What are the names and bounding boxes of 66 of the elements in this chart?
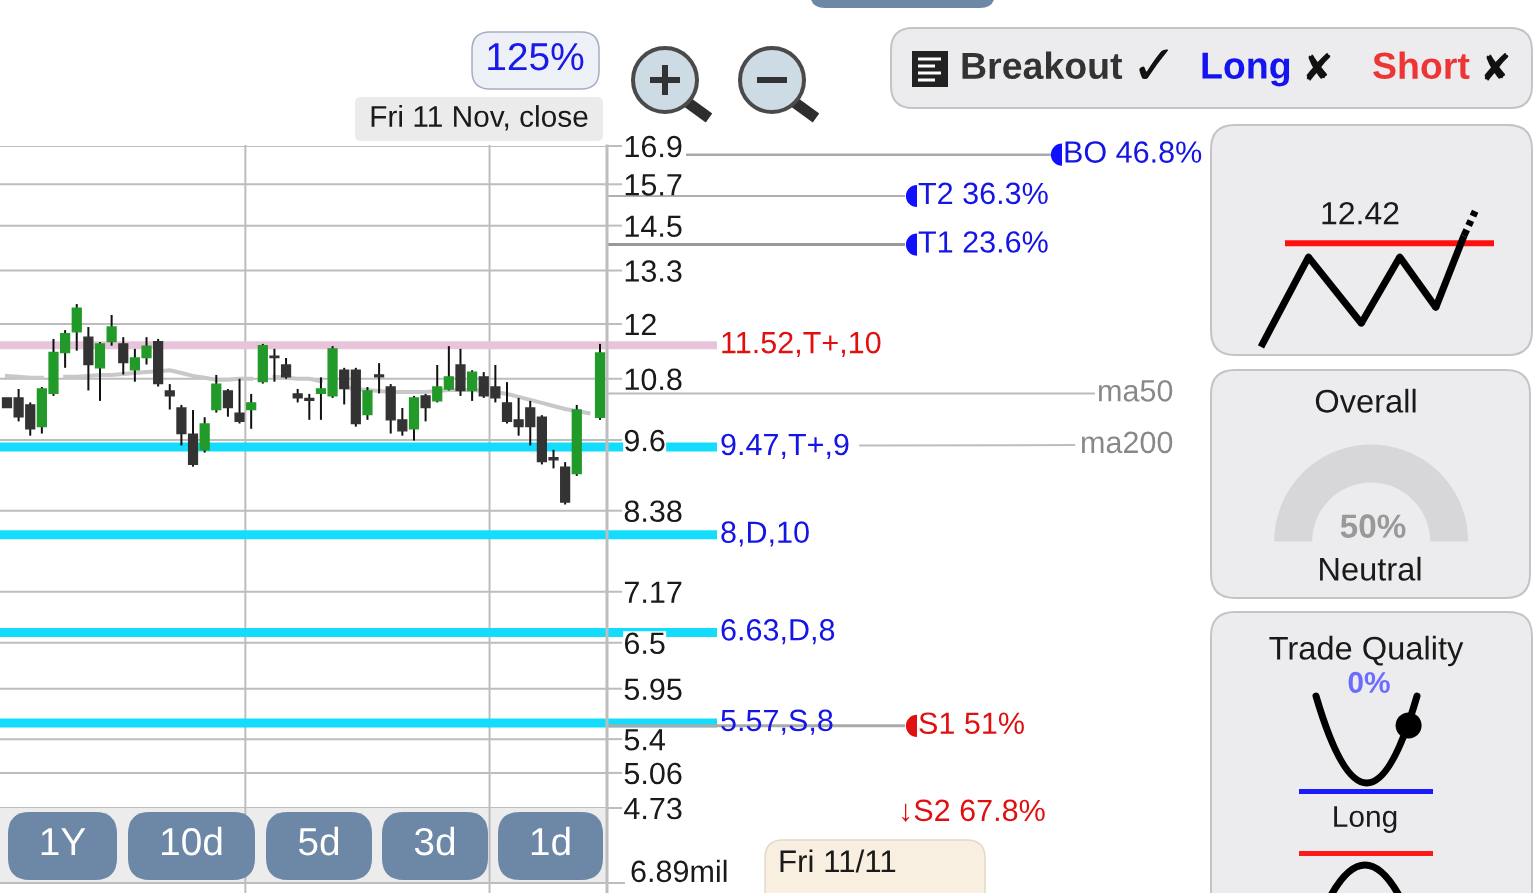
candlestick [269, 347, 280, 383]
text: Short [1373, 51, 1470, 80]
candlestick [222, 387, 234, 418]
text: 5d [298, 826, 339, 856]
text: 6.89mil [631, 859, 727, 883]
text: Fri 11/11 [780, 849, 896, 873]
y-tick-label: 13.3 [625, 260, 682, 282]
text: ✓ [1139, 49, 1169, 79]
y-tick-label: 6.5 [624, 632, 665, 655]
text: Trade Quality [1269, 635, 1464, 667]
text: 0% [1348, 671, 1390, 694]
candlestick [118, 336, 129, 376]
y-tick-label: 10.8 [625, 368, 682, 391]
ref-line-label: 9.47,T+,9 [721, 433, 849, 459]
text: ma200 [1082, 431, 1173, 454]
candlestick [71, 303, 82, 352]
ref-line-label: S1 51% [919, 712, 1024, 735]
y-tick-label: 5.06 [624, 762, 682, 785]
candlestick [373, 362, 385, 395]
text: 3d [414, 826, 455, 856]
text: 50% [1340, 514, 1406, 538]
y-tick-label: 8.38 [624, 500, 682, 523]
ref-line-label: 11.52,T+,10 [722, 331, 881, 358]
ref-line-label: 6.63,D,8 [721, 619, 835, 645]
ref-line-label: T1 23.6% [918, 231, 1048, 253]
candlestick [443, 345, 454, 392]
candlestick [432, 364, 443, 404]
y-tick-label: 12 [625, 313, 656, 336]
candlestick [94, 341, 106, 402]
y-tick-label: 4.73 [624, 797, 682, 820]
text: Overall [1315, 388, 1416, 413]
candlestick [362, 386, 373, 421]
y-tick-label: 7.17 [624, 581, 682, 603]
candlestick [501, 381, 513, 425]
candlestick [246, 392, 257, 430]
y-tick-label: 14.5 [625, 215, 682, 237]
text: 12.42 [1322, 201, 1399, 225]
text: ↓S2 67.8% [902, 799, 1045, 822]
text: Breakout [962, 51, 1123, 80]
candlestick [280, 357, 292, 380]
candlestick [420, 392, 431, 423]
ref-line-label: BO 46.8% [1065, 141, 1202, 163]
text: Long [1202, 52, 1290, 87]
text: Long [1334, 806, 1397, 833]
candlestick [164, 383, 175, 411]
text: Neutral [1320, 556, 1421, 581]
y-tick-label: 5.95 [624, 678, 682, 701]
text: 125% [488, 42, 584, 71]
candlestick [466, 369, 478, 402]
candlestick [234, 377, 245, 425]
y-tick-label: 5.4 [624, 729, 665, 751]
candlestick [106, 313, 117, 347]
y-tick-label: 9.6 [624, 429, 665, 452]
text: ✘ [1484, 52, 1509, 81]
ref-line-label: ma50 [1099, 379, 1173, 402]
candlestick [339, 366, 350, 406]
text: 1Y [41, 828, 86, 856]
ref-line-label: 5.57,S,8 [721, 709, 833, 735]
y-tick-label: 15.7 [625, 174, 682, 196]
ref-line-label: T2 36.3% [918, 182, 1048, 205]
ref-line-label: 8,D,10 [721, 521, 809, 547]
y-tick-label: 16.9 [625, 135, 682, 158]
text: 10d [162, 826, 222, 856]
text: 1d [531, 826, 570, 856]
text: Fri 11 Nov, close [371, 105, 588, 131]
text: ✘ [1306, 52, 1331, 81]
